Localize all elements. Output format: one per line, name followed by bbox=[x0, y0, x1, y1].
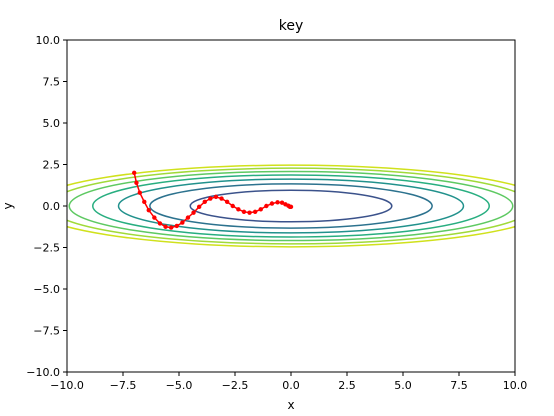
x-tick-label: 0.0 bbox=[282, 379, 300, 392]
trajectory-point bbox=[191, 210, 196, 215]
trajectory-point bbox=[142, 199, 147, 205]
chart-title: key bbox=[279, 18, 304, 34]
trajectory-point bbox=[247, 210, 252, 215]
trajectory-point bbox=[258, 207, 263, 212]
trajectory-point bbox=[241, 209, 247, 215]
y-tick-label: −7.5 bbox=[33, 325, 60, 338]
x-tick-label: −2.5 bbox=[222, 379, 249, 392]
x-tick-label: −5.0 bbox=[166, 379, 193, 392]
contour-line-7 bbox=[67, 164, 515, 248]
trajectory-point bbox=[134, 180, 139, 185]
y-axis-label: y bbox=[1, 202, 15, 209]
contour-line-4 bbox=[92, 174, 490, 238]
trajectory-point bbox=[146, 207, 151, 213]
trajectory-point bbox=[208, 196, 213, 201]
x-axis: −10.0 −7.5 −5.0 −2.5 0.0 2.5 5.0 7.5 10.0 bbox=[50, 372, 527, 392]
y-tick-label: −2.5 bbox=[33, 242, 60, 255]
trajectory-point bbox=[157, 221, 163, 226]
trajectory-point bbox=[174, 223, 179, 229]
trajectory-point bbox=[279, 200, 285, 205]
trajectory-point bbox=[213, 194, 219, 200]
contour-line-6 bbox=[67, 167, 515, 245]
y-tick-label: −10.0 bbox=[26, 366, 60, 379]
trajectory-point bbox=[196, 204, 202, 210]
x-tick-label: 2.5 bbox=[338, 379, 356, 392]
contour-lines bbox=[67, 164, 515, 248]
y-tick-label: 10.0 bbox=[36, 34, 61, 47]
trajectory-point bbox=[288, 204, 294, 210]
trajectory-line bbox=[133, 172, 291, 229]
y-tick-label: 2.5 bbox=[43, 159, 61, 172]
trajectory-point bbox=[264, 203, 269, 209]
trajectory-point bbox=[224, 199, 230, 205]
x-tick-label: 5.0 bbox=[394, 379, 412, 392]
trajectory-point bbox=[236, 207, 241, 212]
contour-line-3 bbox=[117, 178, 465, 234]
trajectory-point bbox=[132, 170, 137, 175]
contour-line-2 bbox=[149, 183, 433, 229]
x-axis-label: x bbox=[287, 398, 294, 412]
y-tick-label: −5.0 bbox=[33, 283, 60, 296]
trajectory-point bbox=[219, 196, 224, 201]
x-tick-label: 10.0 bbox=[503, 379, 528, 392]
y-axis: 10.0 7.5 5.0 2.5 0.0 −2.5 −5.0 −7.5 −10.0 bbox=[26, 34, 67, 379]
trajectory-point bbox=[185, 215, 191, 220]
trajectory-point bbox=[269, 201, 275, 206]
trajectory-point bbox=[137, 190, 142, 195]
x-tick-label: 7.5 bbox=[450, 379, 468, 392]
trajectory-point bbox=[152, 215, 157, 220]
contour-line-1 bbox=[189, 189, 393, 223]
x-tick-label: −7.5 bbox=[110, 379, 137, 392]
trajectory-point bbox=[230, 203, 235, 209]
trajectory-point bbox=[202, 199, 207, 205]
trajectory-point bbox=[163, 224, 168, 229]
trajectory-point bbox=[168, 225, 174, 230]
y-tick-label: 0.0 bbox=[43, 200, 61, 213]
y-tick-label: 5.0 bbox=[43, 117, 61, 130]
trajectory-point bbox=[252, 209, 258, 215]
trajectory-point bbox=[180, 220, 185, 225]
y-tick-label: 7.5 bbox=[43, 76, 61, 89]
contour-line-5 bbox=[68, 170, 514, 242]
trajectory-series bbox=[132, 170, 294, 230]
trajectory-point bbox=[275, 200, 280, 205]
x-tick-label: −10.0 bbox=[50, 379, 84, 392]
